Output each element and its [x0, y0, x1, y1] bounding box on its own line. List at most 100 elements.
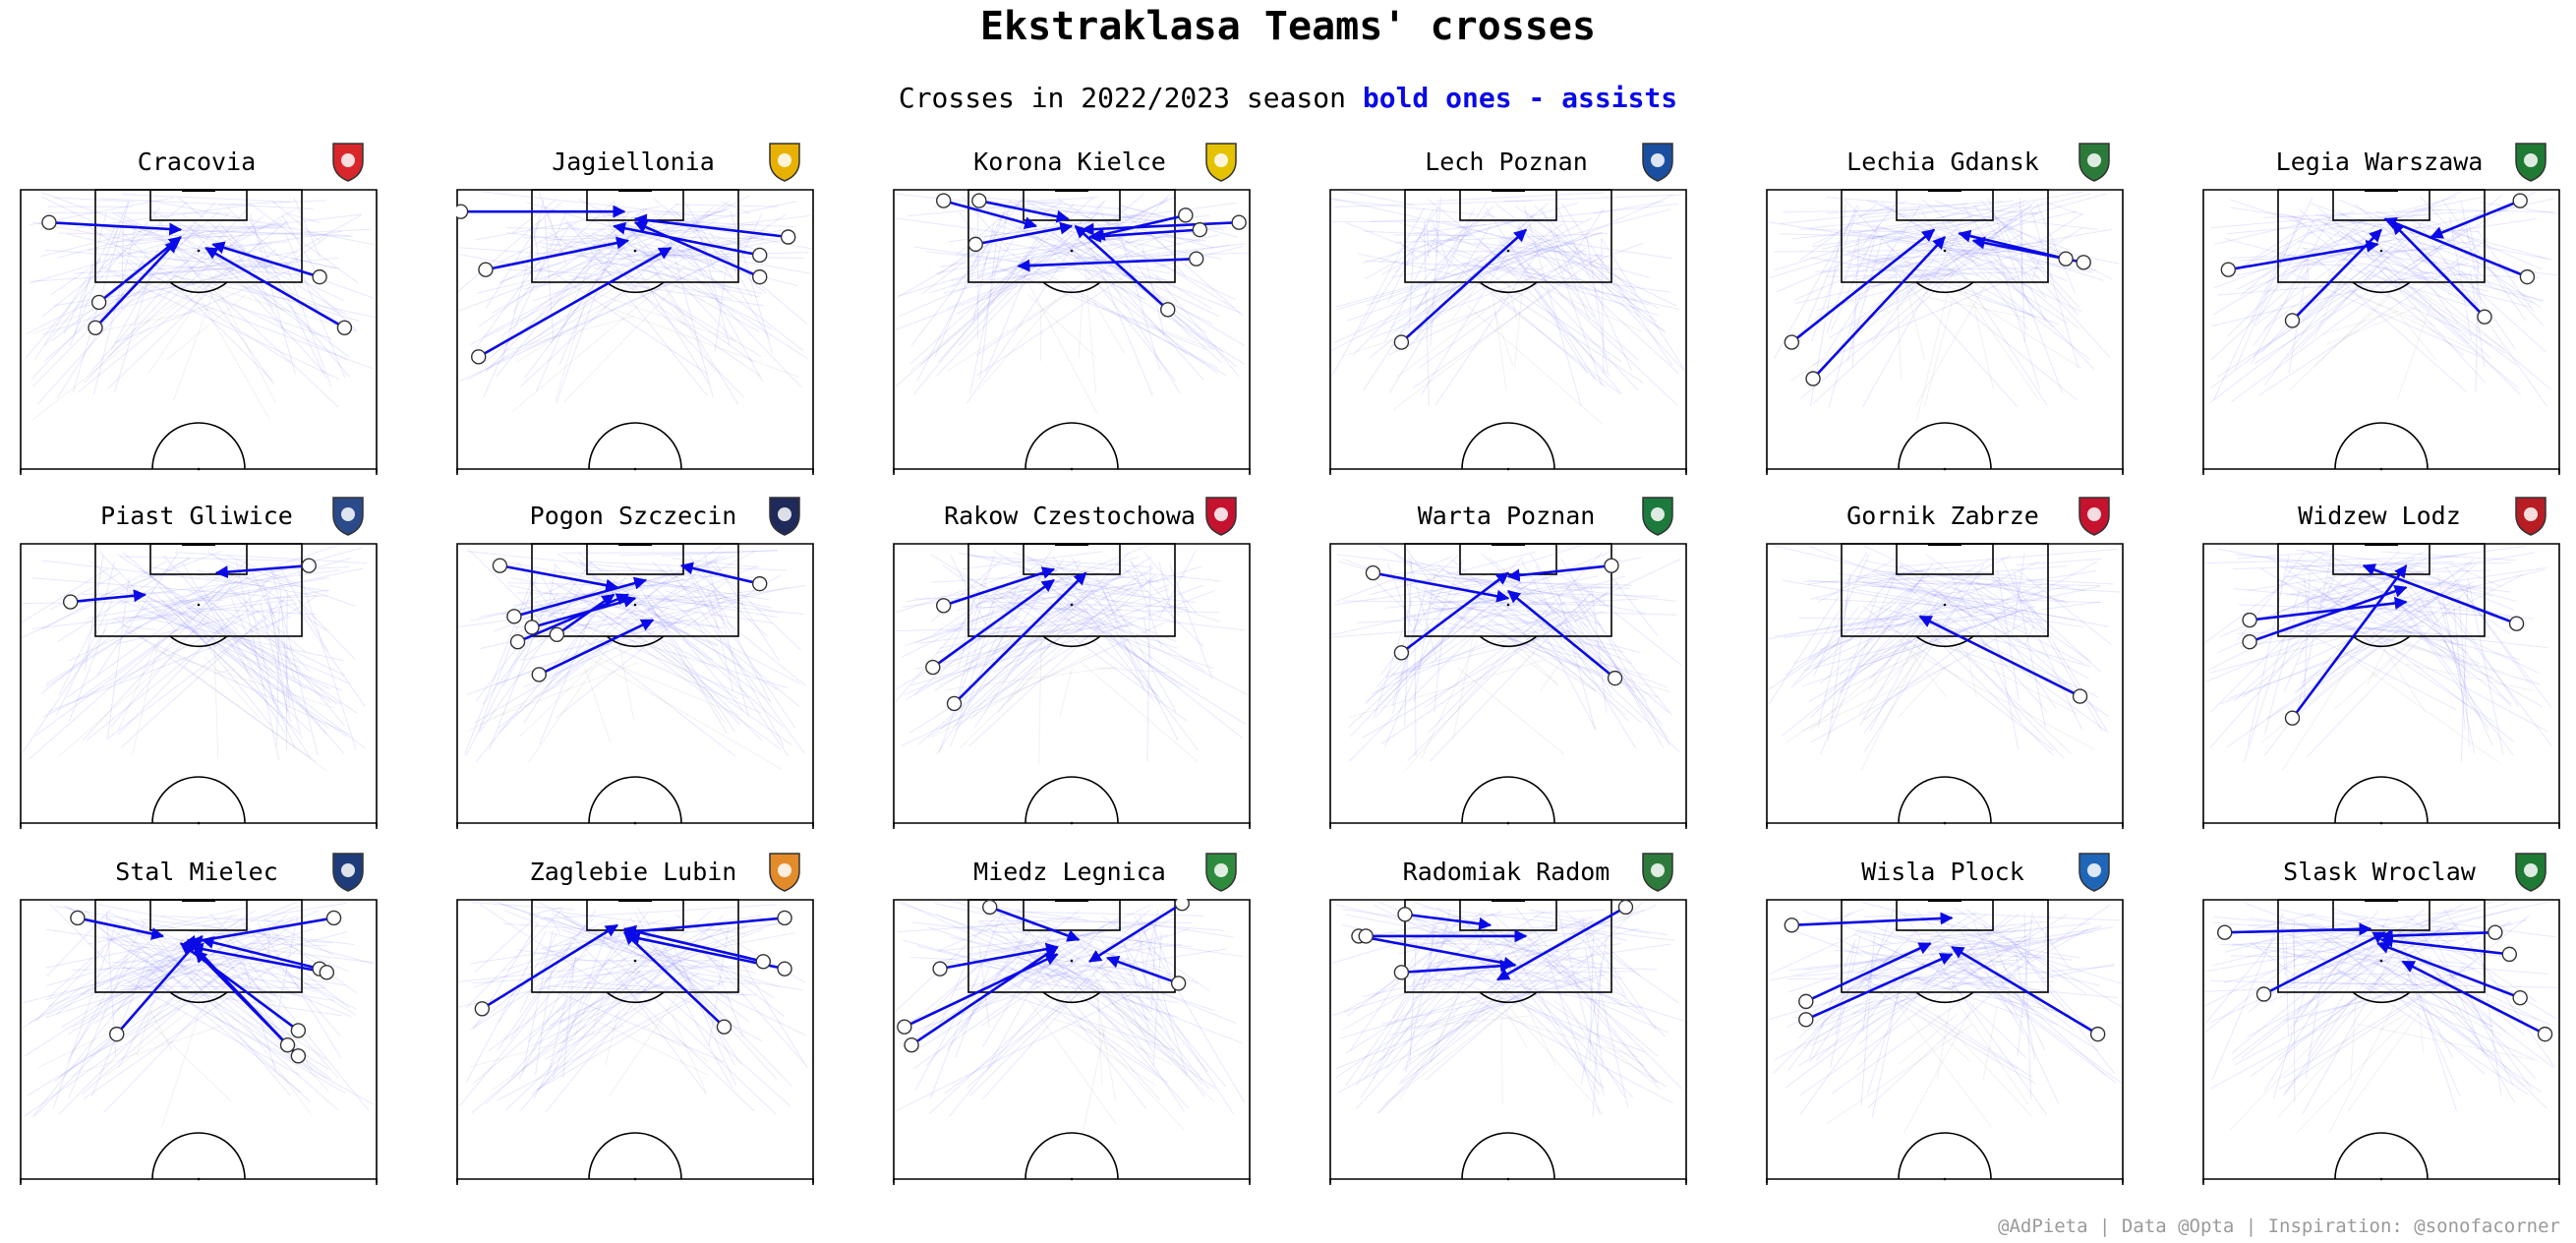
- background-cross: [1964, 642, 1977, 697]
- background-cross: [213, 668, 237, 675]
- background-cross: [1026, 556, 1205, 673]
- background-cross: [275, 916, 298, 1020]
- background-cross: [1975, 925, 2113, 957]
- background-cross: [58, 644, 186, 757]
- background-cross: [262, 960, 357, 1010]
- background-cross: [1490, 279, 1507, 389]
- background-cross: [2212, 222, 2368, 316]
- background-cross: [1445, 571, 1647, 615]
- background-cross: [1356, 917, 1459, 1087]
- background-cross: [1564, 583, 1653, 724]
- background-cross: [1850, 218, 2018, 332]
- background-cross: [1570, 929, 1617, 971]
- background-cross: [131, 634, 161, 755]
- background-cross: [1001, 914, 1225, 931]
- background-cross: [2421, 601, 2468, 681]
- background-cross: [1427, 591, 1469, 599]
- background-cross: [637, 221, 804, 352]
- background-cross: [1349, 659, 1546, 718]
- background-cross: [961, 919, 1037, 1033]
- background-cross: [22, 599, 223, 605]
- background-cross: [1812, 266, 2038, 366]
- background-cross: [44, 249, 188, 262]
- background-cross: [31, 265, 207, 335]
- background-cross: [1409, 571, 1546, 674]
- cross-origin-point: [1189, 251, 1204, 266]
- cross-origin-point: [755, 954, 772, 970]
- background-cross: [261, 905, 301, 921]
- background-cross: [261, 620, 310, 672]
- centre-spot: [197, 467, 201, 471]
- background-cross: [535, 964, 554, 1076]
- team-name: Legia Warszawa: [2275, 148, 2484, 176]
- background-cross: [1858, 625, 1940, 715]
- background-cross: [1949, 570, 2021, 722]
- background-cross: [2356, 958, 2548, 975]
- penalty-arc: [169, 991, 228, 1004]
- assist-crosses: [1784, 228, 2091, 386]
- background-cross: [1921, 615, 2072, 754]
- background-cross: [1390, 242, 1577, 278]
- cross-origin-point: [1393, 965, 1410, 980]
- background-cross: [1538, 241, 1659, 309]
- assist-crosses: [474, 910, 792, 1035]
- background-cross: [910, 197, 1025, 347]
- background-cross: [1871, 269, 1952, 287]
- background-cross: [1567, 584, 1665, 748]
- centre-circle: [1025, 422, 1119, 470]
- background-cross: [2210, 977, 2414, 1090]
- background-cross: [2278, 962, 2475, 1091]
- background-cross: [714, 269, 727, 352]
- background-cross: [1502, 265, 1650, 306]
- background-cross: [1506, 943, 1621, 959]
- background-cross: [1498, 240, 1639, 391]
- background-cross: [514, 213, 709, 261]
- background-cross: [1982, 926, 2102, 948]
- background-cross: [106, 605, 283, 740]
- background-cross: [1515, 907, 1657, 1085]
- background-cross: [979, 243, 997, 380]
- background-cross: [2294, 559, 2475, 693]
- background-cross: [1855, 588, 2084, 628]
- background-cross: [1086, 980, 1201, 1076]
- background-cross: [1343, 309, 1487, 357]
- background-cross: [652, 212, 740, 217]
- background-cross: [2356, 1023, 2539, 1062]
- background-cross: [1385, 982, 1454, 1070]
- background-cross: [34, 257, 101, 360]
- background-cross: [535, 900, 657, 964]
- background-cross: [1437, 563, 1596, 691]
- background-cross: [674, 914, 749, 962]
- background-cross: [1953, 907, 2123, 1008]
- background-cross: [938, 619, 1083, 686]
- background-cross: [1951, 597, 2101, 604]
- pitch-outline: [1766, 899, 2124, 1183]
- background-cross: [1416, 968, 1673, 1104]
- background-cross: [1856, 564, 1977, 577]
- background-cross: [1899, 1014, 1958, 1065]
- background-cross: [998, 568, 1075, 628]
- background-cross: [84, 207, 249, 384]
- background-cross: [1872, 200, 2026, 286]
- assist-cross-line: [2401, 960, 2547, 1036]
- background-cross: [99, 198, 314, 209]
- background-cross: [2306, 623, 2491, 638]
- assist-cross-line: [953, 571, 1087, 705]
- background-cross: [911, 921, 1013, 934]
- background-cross: [1016, 908, 1186, 1075]
- cross-origin-point: [897, 1019, 912, 1035]
- background-cross: [921, 238, 995, 295]
- background-cross: [555, 580, 728, 720]
- background-cross: [1537, 593, 1664, 726]
- assist-cross-line: [975, 221, 1074, 246]
- background-cross: [1398, 937, 1458, 955]
- background-cross: [1829, 205, 2033, 339]
- background-cross: [2295, 581, 2480, 665]
- background-cross: [88, 307, 214, 334]
- background-cross: [2285, 940, 2289, 1036]
- background-cross: [910, 623, 1132, 686]
- background-cross: [1550, 586, 1613, 589]
- background-cross: [934, 234, 987, 357]
- background-cross: [1358, 253, 1459, 276]
- background-cross: [608, 958, 763, 1042]
